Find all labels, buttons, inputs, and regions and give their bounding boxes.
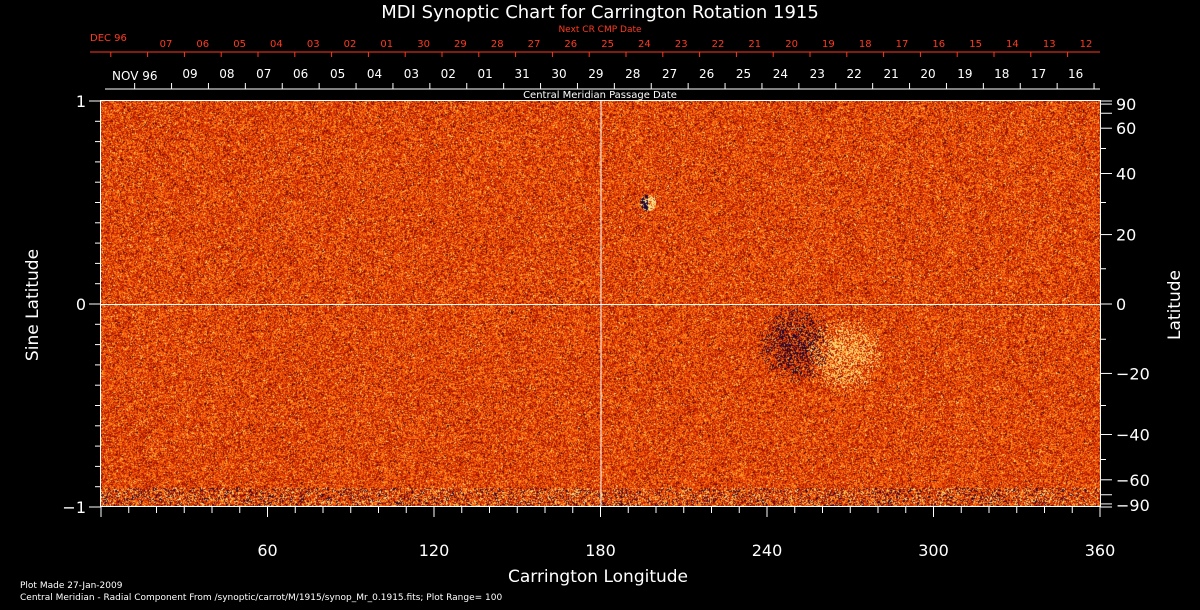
cmp-date-label: 18 — [994, 67, 1009, 81]
y-tick-label-right: −20 — [1116, 364, 1150, 383]
next-cr-date-label: 20 — [785, 39, 798, 50]
cmp-date-label: 07 — [256, 67, 271, 81]
cmp-date-label: 09 — [182, 67, 197, 81]
cmp-date-label: 30 — [551, 67, 566, 81]
next-cr-date-label: 13 — [1043, 39, 1056, 50]
next-cr-month-label: DEC 96 — [90, 33, 127, 44]
next-cr-date-label: 05 — [233, 39, 246, 50]
y-tick-label-right: −90 — [1116, 496, 1150, 515]
cmp-date-label: 16 — [1068, 67, 1083, 81]
cmp-date-label: 31 — [514, 67, 529, 81]
cmp-date-label: 06 — [293, 67, 308, 81]
cmp-date-label: 04 — [367, 67, 382, 81]
next-cr-date-label: 26 — [564, 39, 577, 50]
next-cr-date-label: 22 — [712, 39, 725, 50]
cmp-date-label: 29 — [588, 67, 603, 81]
cmp-month-label: NOV 96 — [112, 69, 158, 83]
next-cr-date-axis: 07 06 05 04 03 02 01 30 29 28 27 26 25 24 23 22 21 20 19 18… — [90, 39, 1100, 57]
cmp-date-label: 05 — [330, 67, 345, 81]
next-cr-date-label: 02 — [344, 39, 357, 50]
cmp-date-label: 22 — [847, 67, 862, 81]
cmp-date-label: 08 — [219, 67, 234, 81]
cmp-date-label: 28 — [625, 67, 640, 81]
x-tick-label: 120 — [419, 541, 450, 560]
x-tick-label: 240 — [752, 541, 783, 560]
x-tick-label: 300 — [918, 541, 949, 560]
cmp-date-label: 23 — [810, 67, 825, 81]
y-tick-label-right: 0 — [1116, 295, 1126, 314]
next-cr-date-label: 07 — [160, 39, 173, 50]
next-cr-date-label: 29 — [454, 39, 467, 50]
y-tick-label-left: 0 — [76, 295, 86, 314]
y-axis-label-right: Latitude — [1165, 270, 1185, 340]
next-cr-date-label: 24 — [638, 39, 651, 50]
magnetic-field-map — [101, 101, 1100, 507]
next-cr-date-label: 19 — [822, 39, 835, 50]
y-tick-label-right: 20 — [1116, 226, 1136, 245]
y-tick-label-right: 40 — [1116, 165, 1136, 184]
longitude-axis: 60 120 180 240 300 360 — [100, 507, 1116, 560]
cmp-date-label: 27 — [662, 67, 677, 81]
x-axis-label: Carrington Longitude — [508, 567, 688, 587]
y-tick-label-right: −40 — [1116, 425, 1150, 444]
y-tick-label-left: −1 — [62, 498, 86, 517]
x-tick-label: 180 — [585, 541, 616, 560]
cmp-date-label: 02 — [441, 67, 456, 81]
next-cr-date-label: 14 — [1006, 39, 1019, 50]
cmp-date-label: 19 — [957, 67, 972, 81]
y-tick-label-right: 90 — [1116, 95, 1136, 114]
y-axis-label-left: Sine Latitude — [23, 249, 43, 361]
next-cr-date-label: 15 — [969, 39, 982, 50]
next-cr-date-label: 03 — [307, 39, 320, 50]
plot-made-note: Plot Made 27-Jan-2009 — [20, 581, 123, 591]
y-tick-label-right: −60 — [1116, 471, 1150, 490]
cmp-date-label: 03 — [404, 67, 419, 81]
next-cr-date-label: 17 — [896, 39, 909, 50]
cmp-date-label: 26 — [699, 67, 714, 81]
next-cr-date-label: 06 — [196, 39, 209, 50]
sine-latitude-axis: 1 0 −1 — [62, 92, 101, 517]
next-cr-date-label: 21 — [748, 39, 761, 50]
y-tick-label-left: 1 — [76, 92, 86, 111]
x-tick-label: 360 — [1085, 541, 1116, 560]
next-cr-date-label: 01 — [380, 39, 393, 50]
cmp-date-label: 25 — [736, 67, 751, 81]
next-cr-caption: Next CR CMP Date — [558, 25, 642, 35]
next-cr-date-label: 27 — [528, 39, 541, 50]
cmp-date-axis: 09 08 07 06 05 04 03 02 01 31 30 29 28 27 26 25 24 23 22 21… — [105, 67, 1100, 90]
cmp-date-label: 21 — [883, 67, 898, 81]
cmp-date-label: 24 — [773, 67, 788, 81]
next-cr-date-label: 28 — [491, 39, 504, 50]
next-cr-date-label: 30 — [417, 39, 430, 50]
cmp-caption: Central Meridian Passage Date — [523, 90, 677, 101]
x-tick-label: 60 — [257, 541, 277, 560]
next-cr-date-label: 25 — [601, 39, 614, 50]
next-cr-date-label: 23 — [675, 39, 688, 50]
next-cr-date-label: 16 — [932, 39, 945, 50]
latitude-axis: 90 60 40 20 0 −20 −40 −60 −90 — [1100, 95, 1150, 515]
next-cr-date-label: 18 — [859, 39, 872, 50]
y-tick-label-right: 60 — [1116, 119, 1136, 138]
cmp-date-label: 01 — [478, 67, 493, 81]
next-cr-date-label: 12 — [1080, 39, 1093, 50]
source-note: Central Meridian - Radial Component From… — [20, 593, 502, 603]
chart-title: MDI Synoptic Chart for Carrington Rotati… — [381, 2, 819, 23]
cmp-date-label: 17 — [1031, 67, 1046, 81]
next-cr-date-label: 04 — [270, 39, 283, 50]
cmp-date-label: 20 — [920, 67, 935, 81]
